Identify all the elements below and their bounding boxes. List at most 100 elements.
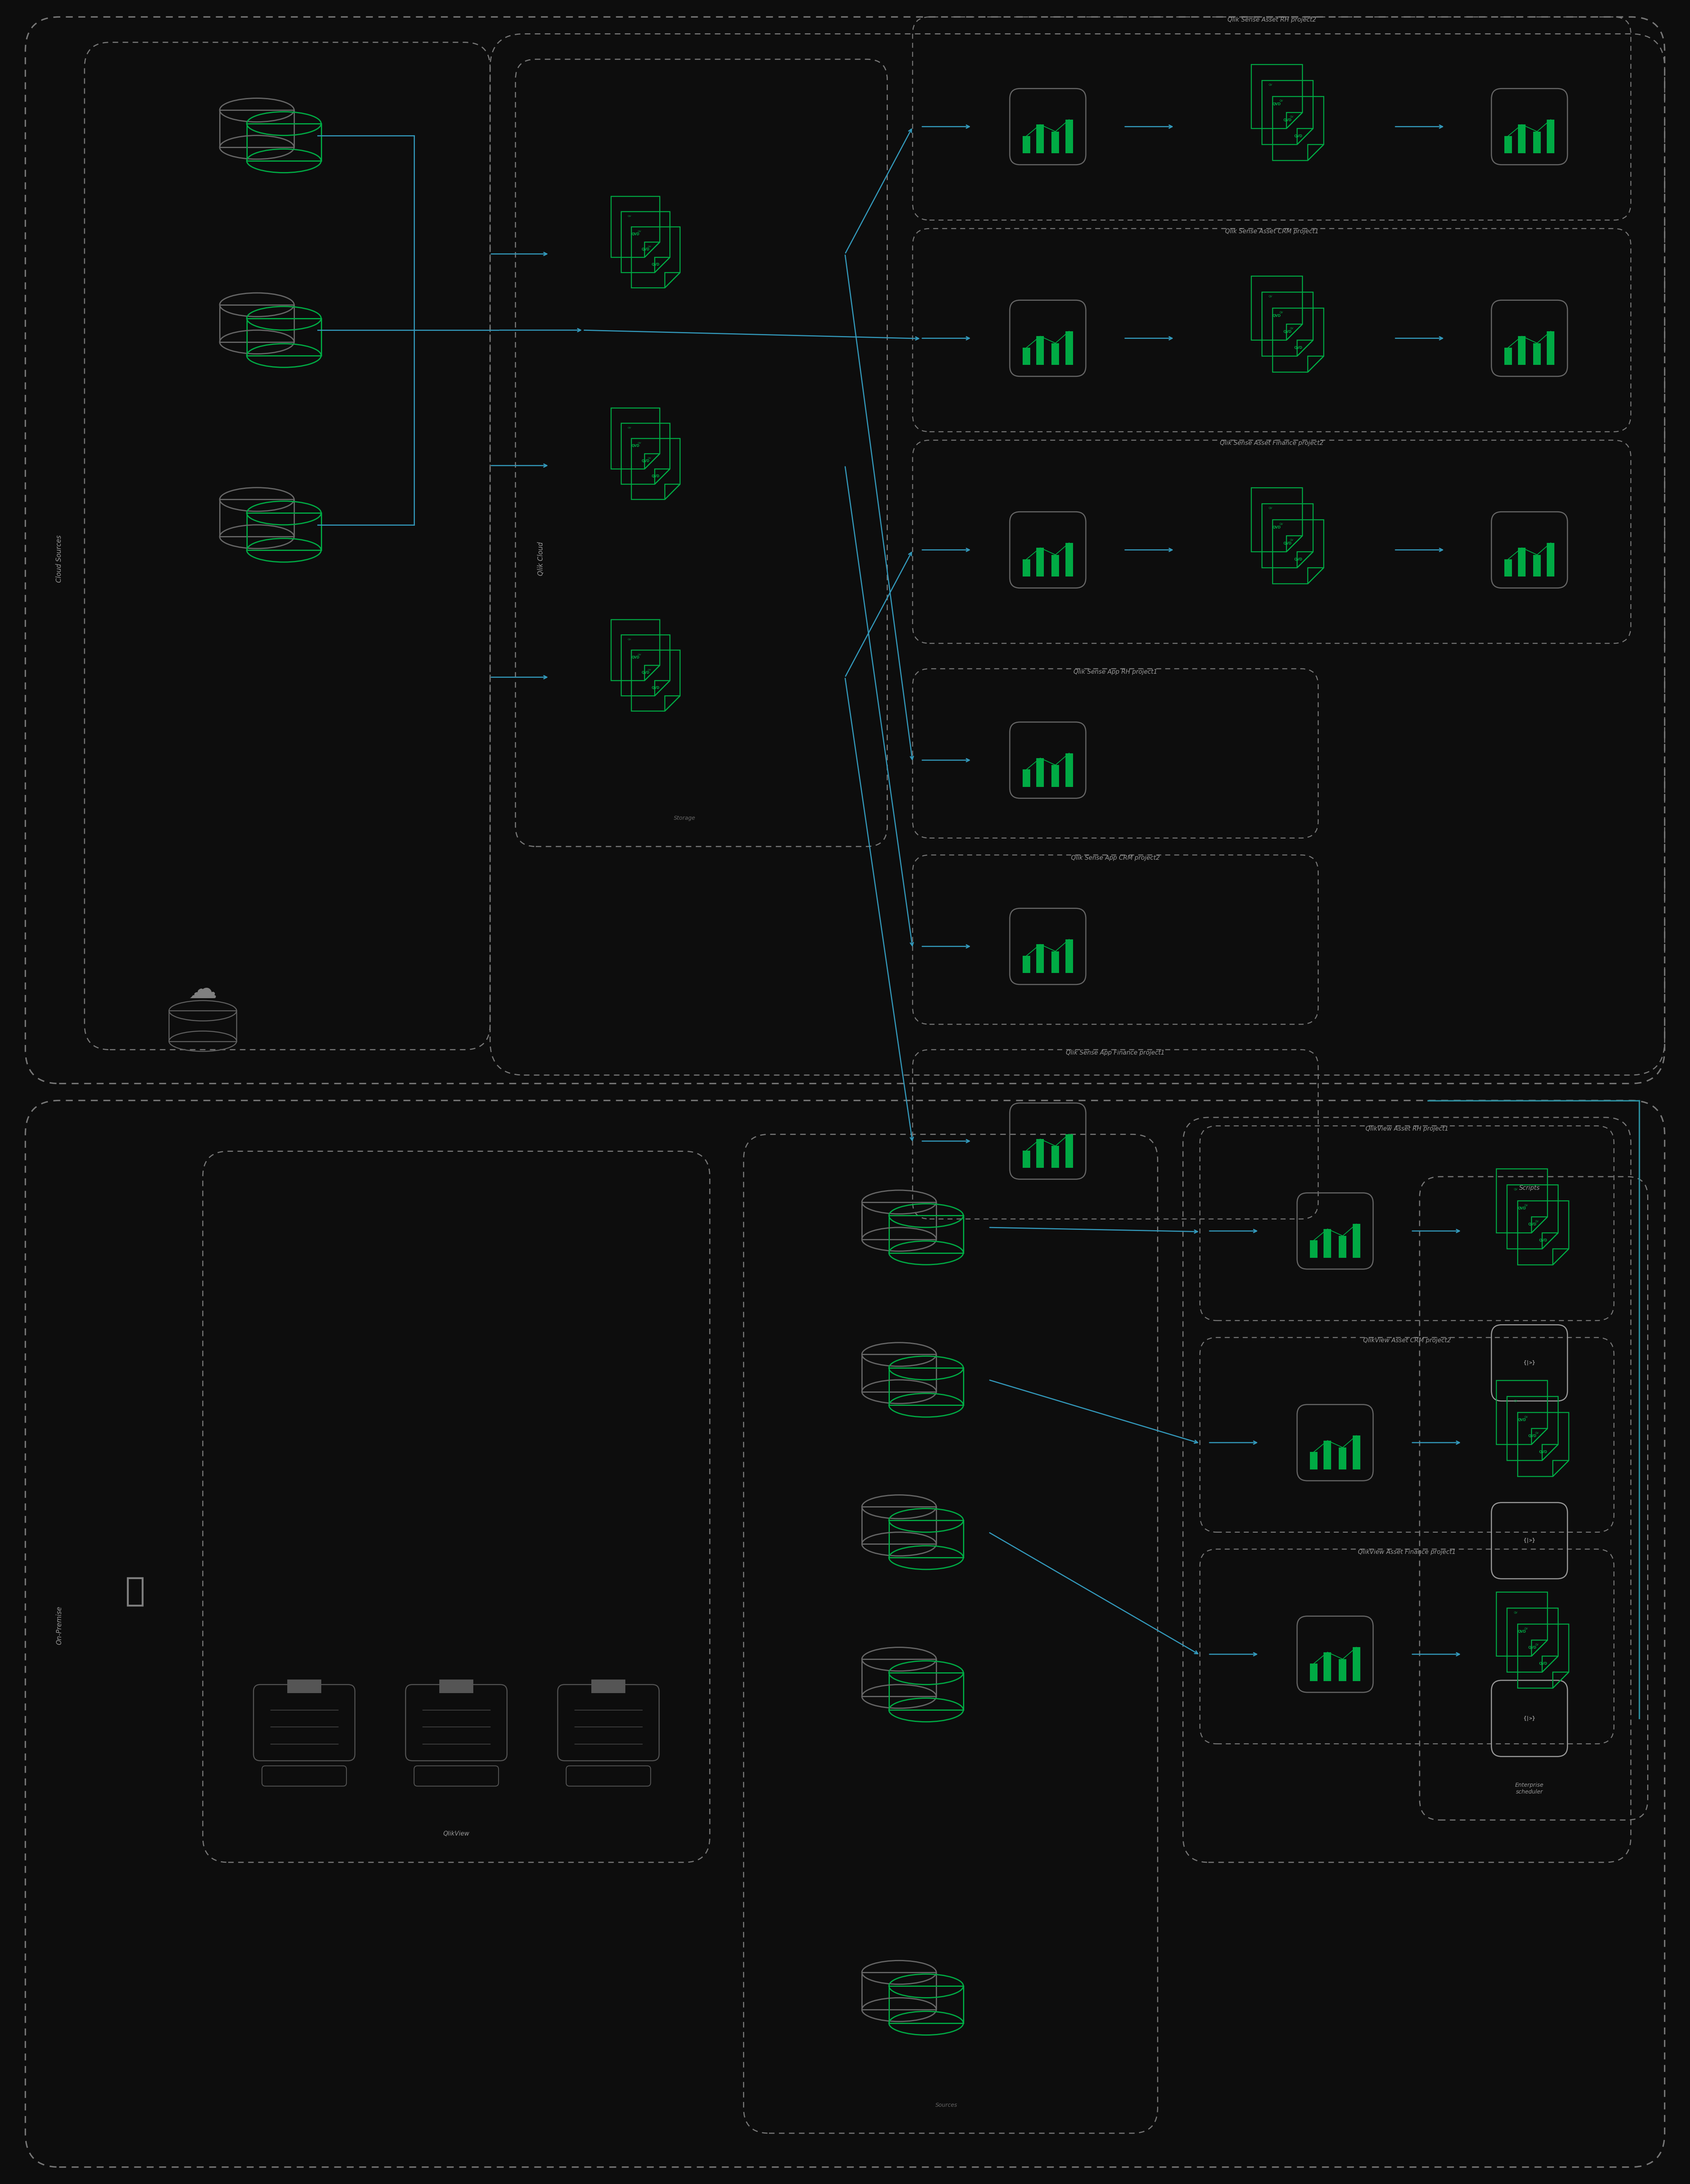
Bar [247, 513, 321, 550]
Text: QVD: QVD [632, 443, 639, 448]
Text: QV: QV [1269, 83, 1273, 85]
Bar [1518, 548, 1526, 577]
Bar [1533, 343, 1541, 365]
Text: QVD: QVD [1283, 118, 1291, 122]
Text: Sources: Sources [935, 2103, 958, 2108]
Text: QVD: QVD [1518, 1629, 1526, 1634]
Bar [247, 319, 321, 356]
Text: QV: QV [1269, 507, 1273, 509]
Bar [1546, 332, 1555, 365]
Text: QVD: QVD [1540, 1238, 1548, 1243]
Bar [1051, 131, 1060, 153]
Bar [889, 1985, 963, 2022]
Text: QVD: QVD [642, 247, 649, 251]
Text: QlikView Asset Finance project1: QlikView Asset Finance project1 [1359, 1548, 1455, 1555]
Text: QVD: QVD [632, 655, 639, 660]
Text: QV: QV [1279, 312, 1283, 314]
Bar [1051, 952, 1060, 974]
Bar [1352, 1435, 1360, 1470]
Text: QVD: QVD [1540, 1662, 1548, 1666]
Bar [220, 306, 294, 343]
Text: QV: QV [1289, 116, 1295, 118]
Bar [1051, 1147, 1060, 1168]
Text: QVD: QVD [1295, 557, 1303, 561]
Bar [1338, 1448, 1347, 1470]
Text: Storage: Storage [674, 815, 695, 821]
Bar [1310, 1452, 1318, 1470]
Bar [862, 1507, 936, 1544]
Text: {|>}: {|>} [1523, 1717, 1536, 1721]
Text: QV: QV [1289, 539, 1295, 542]
Bar [1352, 1223, 1360, 1258]
Text: Qlik Sense App CRM project2: Qlik Sense App CRM project2 [1071, 854, 1159, 860]
Text: QV: QV [1524, 1627, 1528, 1629]
Text: On-Premise: On-Premise [56, 1605, 63, 1645]
Text: QVD: QVD [1518, 1417, 1526, 1422]
Text: Cloud Sources: Cloud Sources [56, 535, 63, 583]
Text: QVD: QVD [1528, 1435, 1536, 1437]
Text: QVD: QVD [1295, 135, 1303, 138]
Text: 🏢: 🏢 [125, 1575, 145, 1607]
Bar [1504, 347, 1513, 365]
Text: {|>}: {|>} [1523, 1538, 1536, 1544]
Text: Qlik Sense Asset Finance project2: Qlik Sense Asset Finance project2 [1220, 441, 1323, 446]
Bar [1051, 343, 1060, 365]
Text: QV: QV [1535, 1433, 1540, 1435]
Text: QVD: QVD [1295, 345, 1303, 349]
Text: QlikView Asset CRM project2: QlikView Asset CRM project2 [1364, 1337, 1450, 1343]
Text: Enterprise
scheduler: Enterprise scheduler [1516, 1782, 1543, 1795]
Bar [1036, 1140, 1044, 1168]
Bar [1022, 769, 1031, 786]
Bar [1051, 764, 1060, 786]
Bar [889, 1673, 963, 1710]
Bar [1065, 1133, 1073, 1168]
Bar [1036, 548, 1044, 577]
Bar [1065, 753, 1073, 786]
Bar [1504, 135, 1513, 153]
Text: ☁: ☁ [188, 976, 218, 1005]
Bar [1533, 555, 1541, 577]
Text: QV: QV [1269, 295, 1273, 297]
Text: QVD: QVD [1518, 1208, 1526, 1210]
Bar [1323, 1230, 1332, 1258]
Bar [1310, 1241, 1318, 1258]
Text: QV: QV [1279, 100, 1283, 103]
Bar [1518, 124, 1526, 153]
Text: QVD: QVD [1283, 330, 1291, 334]
Bar [220, 109, 294, 146]
Bar [1338, 1236, 1347, 1258]
Bar [862, 1972, 936, 2009]
Bar [1022, 957, 1031, 974]
Bar [1065, 544, 1073, 577]
Text: QVD: QVD [1273, 103, 1281, 107]
Text: QVD: QVD [632, 232, 639, 236]
Bar [862, 1660, 936, 1697]
Bar [1338, 1660, 1347, 1682]
Bar [1022, 1151, 1031, 1168]
Bar [889, 1520, 963, 1557]
Text: QVD: QVD [642, 459, 649, 463]
Bar [1546, 544, 1555, 577]
Text: QVD: QVD [652, 686, 659, 690]
Bar [247, 124, 321, 162]
Text: QV: QV [1279, 522, 1283, 526]
Bar [889, 1367, 963, 1404]
Text: QVD: QVD [1540, 1450, 1548, 1455]
Bar [439, 1679, 473, 1693]
Bar [1504, 559, 1513, 577]
Bar [862, 1354, 936, 1391]
Bar [591, 1679, 625, 1693]
Bar [1065, 939, 1073, 974]
Text: QV: QV [1514, 1400, 1518, 1402]
Bar [1310, 1664, 1318, 1682]
Bar [1323, 1651, 1332, 1682]
Bar [1065, 332, 1073, 365]
Bar [1546, 120, 1555, 153]
Text: QVD: QVD [1283, 542, 1291, 546]
Bar [1036, 336, 1044, 365]
Bar [1518, 336, 1526, 365]
Text: Qlik Cloud: Qlik Cloud [537, 542, 544, 577]
Text: QV: QV [1535, 1642, 1540, 1647]
Text: QVD: QVD [1528, 1223, 1536, 1227]
Bar [287, 1679, 321, 1693]
